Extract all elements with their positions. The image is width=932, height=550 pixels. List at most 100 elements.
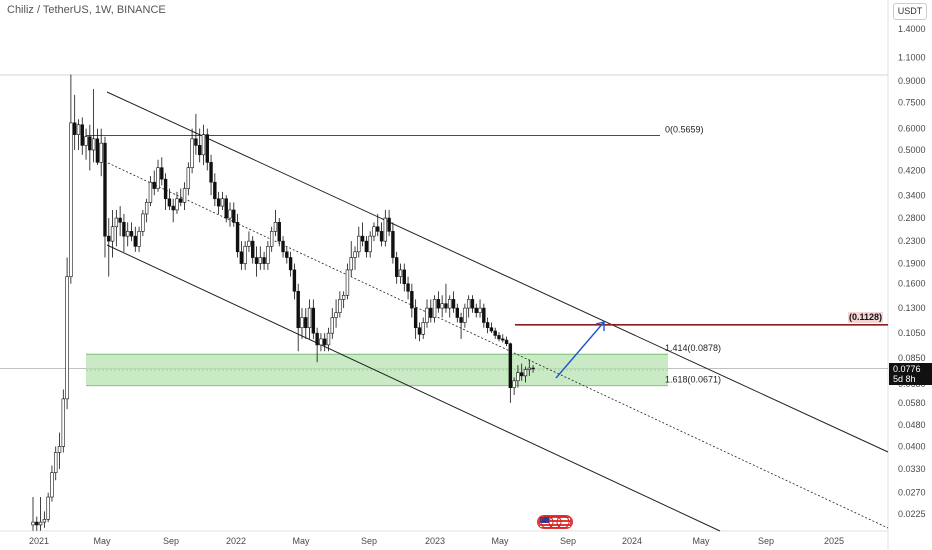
us-flag-icon[interactable] xyxy=(537,515,573,529)
price-tick-label: 0.6000 xyxy=(898,124,926,134)
candle xyxy=(300,308,304,339)
candle xyxy=(107,218,111,277)
candle-body xyxy=(470,299,475,309)
candle-body xyxy=(133,235,137,247)
price-tick-label: 0.5000 xyxy=(898,145,926,155)
candle xyxy=(129,222,134,242)
current-price-value: 0.0776 xyxy=(893,364,921,374)
candle xyxy=(520,363,524,381)
candle-body xyxy=(167,198,172,207)
candle xyxy=(76,119,81,150)
price-tick-label: 0.1050 xyxy=(898,328,926,338)
candle-body xyxy=(148,181,153,203)
candle xyxy=(232,202,236,227)
candle-body xyxy=(413,307,418,329)
candle-body xyxy=(38,521,43,526)
currency-button[interactable]: USDT xyxy=(893,3,927,20)
candle-body xyxy=(91,138,96,151)
candle xyxy=(470,295,475,313)
candle-body xyxy=(220,198,225,207)
candle-body xyxy=(266,246,270,264)
candle-body xyxy=(315,332,319,346)
candle xyxy=(497,332,501,342)
candle xyxy=(288,251,293,277)
candle xyxy=(205,128,209,171)
candle xyxy=(273,209,278,237)
candle-body xyxy=(474,307,478,314)
fib-zone-fill xyxy=(86,354,668,386)
candle-body xyxy=(504,339,509,345)
chart-grid xyxy=(0,0,889,550)
candle xyxy=(80,117,84,155)
resistance-label: (0.1128) xyxy=(848,312,884,323)
candle-body xyxy=(478,307,482,314)
candle-body xyxy=(323,338,327,346)
candle-body xyxy=(95,138,100,163)
candle-body xyxy=(501,338,505,341)
candle xyxy=(315,327,319,363)
candle-body xyxy=(107,235,111,242)
candle xyxy=(417,322,422,342)
candle-body xyxy=(376,226,380,232)
candle-body xyxy=(341,294,346,300)
candle xyxy=(341,291,346,309)
candle xyxy=(141,209,145,237)
candle xyxy=(334,299,338,328)
symbol-title: Chiliz / TetherUS, 1W, BINANCE xyxy=(7,4,166,16)
candle-body xyxy=(349,257,353,271)
candle-body xyxy=(269,231,274,247)
candle-body xyxy=(425,307,429,323)
candle xyxy=(413,299,418,339)
candle-body xyxy=(497,335,501,340)
candle-body xyxy=(372,226,376,237)
candle xyxy=(398,263,403,284)
candle-body xyxy=(482,307,486,323)
candle xyxy=(258,246,263,270)
candle xyxy=(516,365,520,388)
candle-body xyxy=(391,231,395,258)
candle-body xyxy=(398,269,403,277)
candle-body xyxy=(429,307,433,318)
candle-body xyxy=(118,217,122,223)
candle xyxy=(531,365,535,373)
candle-body xyxy=(76,124,81,135)
candle xyxy=(31,497,35,531)
candle xyxy=(432,295,437,323)
candle xyxy=(239,241,244,270)
candle xyxy=(262,251,266,270)
candle-body xyxy=(379,231,384,242)
candle-body xyxy=(402,269,406,285)
channel-lower-line xyxy=(106,244,721,532)
candle-body xyxy=(307,307,312,329)
candle xyxy=(114,209,119,247)
candle-body xyxy=(251,240,255,258)
candle-body xyxy=(171,205,175,211)
time-tick-label: May xyxy=(491,536,509,546)
candle xyxy=(474,303,478,318)
time-tick-label: May xyxy=(292,536,310,546)
candle-body xyxy=(387,217,391,232)
candle xyxy=(330,308,334,339)
candle xyxy=(292,263,297,300)
price-tick-label: 0.0480 xyxy=(898,420,926,430)
candle-body xyxy=(368,235,372,253)
candle-body xyxy=(182,188,187,203)
candle-body xyxy=(228,209,232,219)
candle-body xyxy=(235,222,240,253)
candle xyxy=(186,162,191,196)
candle-body xyxy=(144,202,149,215)
price-tick-label: 0.2800 xyxy=(898,213,926,223)
candle xyxy=(54,446,58,481)
candle-body xyxy=(334,312,338,318)
candle-body xyxy=(258,257,263,264)
candle-body xyxy=(46,496,50,520)
candle xyxy=(197,128,202,163)
candle-body xyxy=(448,299,452,309)
candle-body xyxy=(103,142,107,237)
time-tick-label: Sep xyxy=(361,536,377,546)
candle xyxy=(171,198,175,223)
candle-body xyxy=(489,327,494,332)
candle xyxy=(216,191,221,214)
candle xyxy=(501,334,505,343)
